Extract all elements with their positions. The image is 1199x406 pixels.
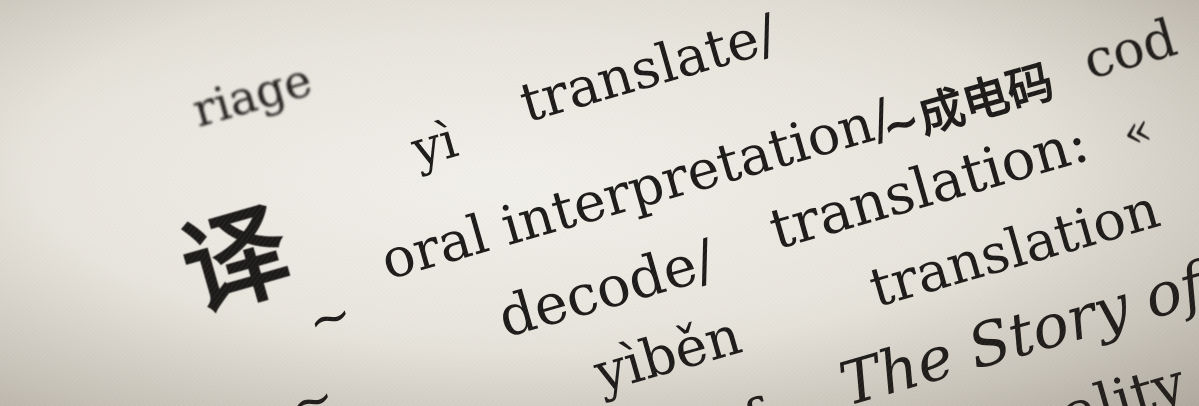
headword-pinyin: yì bbox=[405, 110, 464, 179]
headword-character: 译 bbox=[168, 187, 303, 334]
gloss-code-fragment: cod bbox=[1076, 8, 1184, 93]
tilde-decode: ~ bbox=[282, 366, 342, 406]
gloss-translate: translate/ bbox=[513, 1, 784, 135]
compound-pinyin: yìběn bbox=[587, 303, 748, 405]
tilde-oral: ~ bbox=[300, 283, 360, 354]
text-fragment-riage: riage bbox=[186, 52, 318, 138]
quote-mark: « bbox=[1115, 100, 1158, 161]
